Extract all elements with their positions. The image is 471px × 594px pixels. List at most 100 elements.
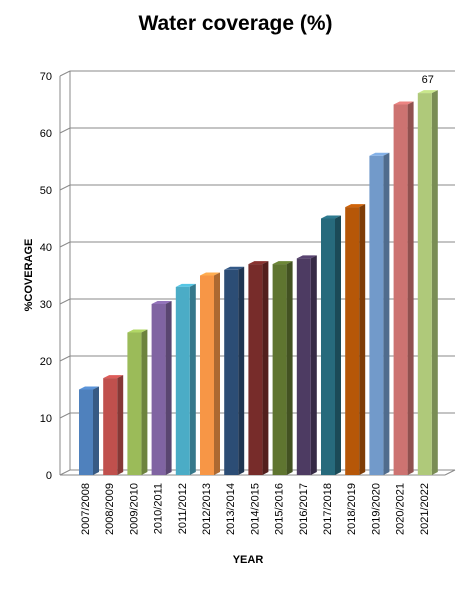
x-tick-label: 2012/2013 bbox=[201, 483, 213, 535]
bar bbox=[79, 386, 99, 475]
bar-side bbox=[93, 386, 99, 475]
x-tick-label: 2017/2018 bbox=[322, 483, 334, 535]
bar bbox=[393, 101, 414, 475]
bar-front bbox=[345, 207, 360, 475]
gridline-slant bbox=[59, 241, 71, 248]
bar-layer bbox=[79, 90, 438, 476]
x-tick-label: 2020/2021 bbox=[395, 483, 407, 535]
bar-side bbox=[431, 90, 438, 475]
bar-front bbox=[151, 304, 166, 475]
gridline-slant bbox=[59, 184, 71, 191]
bar bbox=[103, 375, 124, 475]
bar-top bbox=[151, 301, 172, 304]
x-tick-label: 2009/2010 bbox=[128, 483, 140, 535]
y-tick-label: 30 bbox=[40, 299, 52, 311]
x-axis-title: YEAR bbox=[233, 554, 264, 566]
x-tick-label: 2016/2017 bbox=[298, 483, 310, 535]
bar bbox=[151, 301, 172, 475]
bar-side bbox=[310, 255, 317, 475]
bar bbox=[200, 272, 220, 475]
bar-top bbox=[345, 204, 366, 208]
bar-top bbox=[79, 386, 99, 390]
bar-top bbox=[224, 266, 245, 270]
x-tick-label: 2010/2011 bbox=[153, 483, 165, 534]
bar-side bbox=[335, 215, 341, 475]
bar-side bbox=[117, 375, 124, 475]
y-tick-label: 20 bbox=[40, 356, 52, 368]
bar bbox=[248, 261, 269, 475]
bar bbox=[296, 255, 317, 475]
y-tick-label: 50 bbox=[40, 185, 52, 197]
gridline-slant bbox=[59, 298, 71, 305]
bar-side bbox=[262, 261, 269, 475]
bar-top bbox=[248, 261, 269, 265]
x-tick-label: 2018/2019 bbox=[346, 483, 358, 535]
x-axis-slant bbox=[444, 469, 456, 476]
bar bbox=[345, 204, 366, 475]
y-tick-label: 0 bbox=[46, 470, 52, 482]
bar-front bbox=[369, 155, 384, 476]
bar-top bbox=[393, 101, 414, 105]
bar-top bbox=[200, 272, 220, 276]
bar bbox=[127, 329, 148, 475]
x-tick-label: 2021/2022 bbox=[419, 483, 431, 535]
gridline-slant bbox=[59, 70, 71, 77]
bar-top bbox=[103, 375, 124, 379]
bar-front bbox=[248, 264, 263, 475]
bar-side bbox=[407, 101, 414, 475]
bar-side bbox=[141, 329, 148, 475]
bar-top bbox=[175, 283, 196, 287]
label-layer: 2007/2008 2008/2009 2009/2010 2010/2011 2011… bbox=[23, 74, 434, 566]
bar-top bbox=[272, 261, 293, 265]
chart-title: Water coverage (%) bbox=[138, 12, 333, 35]
bar-side bbox=[286, 261, 293, 475]
x-tick-label: 2007/2008 bbox=[80, 483, 92, 535]
x-tick-label: 2008/2009 bbox=[104, 483, 116, 535]
bar bbox=[224, 266, 245, 475]
gridline-slant bbox=[59, 412, 71, 419]
bar-front bbox=[224, 269, 239, 475]
x-tick-label: 2011/2012 bbox=[177, 483, 189, 534]
bar-front bbox=[321, 218, 335, 475]
bar bbox=[321, 215, 341, 475]
bar bbox=[272, 261, 293, 475]
bar-side bbox=[189, 283, 196, 475]
bar bbox=[417, 90, 438, 475]
bar-top bbox=[417, 90, 438, 94]
gridline-slant bbox=[59, 127, 71, 134]
bar-side bbox=[165, 301, 172, 475]
bar-front bbox=[79, 389, 93, 475]
y-tick-label: 70 bbox=[40, 71, 52, 83]
x-tick-label: 2019/2020 bbox=[370, 483, 382, 535]
bar-side bbox=[238, 266, 245, 475]
bar-front bbox=[417, 93, 432, 475]
bar bbox=[369, 152, 390, 476]
bar-front bbox=[272, 264, 287, 475]
axis-layer: 0 10 20 30 40 50 60 70 bbox=[40, 71, 456, 482]
gridline-slant bbox=[59, 469, 71, 476]
y-tick-label: 10 bbox=[40, 413, 52, 425]
bar-top bbox=[321, 215, 341, 219]
bar-front bbox=[103, 378, 118, 475]
bar-front bbox=[127, 332, 142, 475]
bar-side bbox=[359, 204, 366, 475]
data-label: 67 bbox=[422, 74, 434, 86]
y-tick-label: 40 bbox=[40, 242, 52, 254]
bar-front bbox=[296, 258, 311, 475]
bar-top bbox=[296, 255, 317, 259]
x-tick-label: 2013/2014 bbox=[225, 483, 237, 535]
bar-front bbox=[200, 275, 214, 475]
bar-top bbox=[127, 329, 148, 333]
bar-top bbox=[369, 152, 390, 156]
bar-front bbox=[175, 286, 190, 475]
x-tick-label: 2015/2016 bbox=[274, 483, 286, 535]
y-axis-title: %COVERAGE bbox=[23, 239, 35, 312]
bar bbox=[175, 283, 196, 475]
bar-front bbox=[393, 104, 408, 475]
y-tick-label: 60 bbox=[40, 128, 52, 140]
gridline-slant bbox=[59, 355, 71, 362]
x-tick-label: 2014/2015 bbox=[249, 483, 261, 535]
bar-side bbox=[383, 152, 390, 476]
